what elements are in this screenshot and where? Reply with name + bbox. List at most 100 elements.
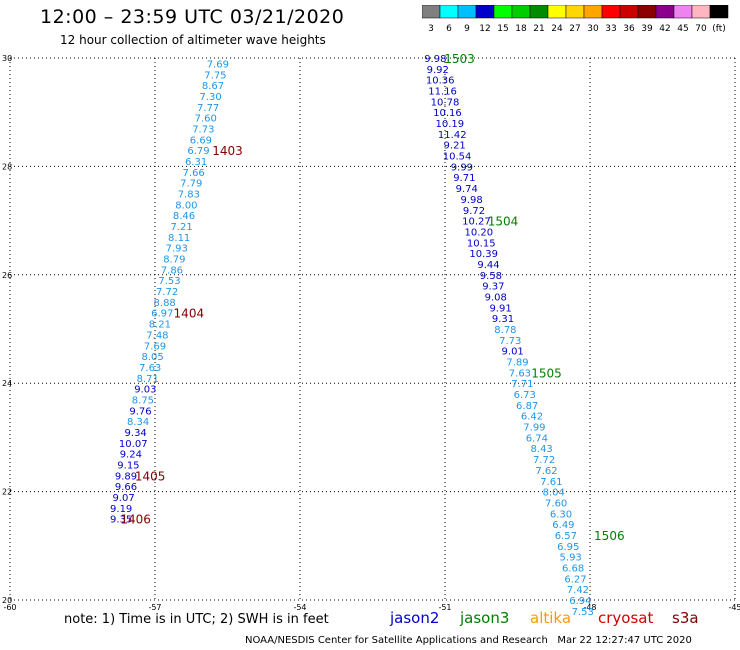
pass-label: 1405 <box>135 469 166 483</box>
data-point-label: 9.15 <box>117 461 139 472</box>
data-point-label: 6.30 <box>550 509 572 520</box>
data-point-label: 6.94 <box>569 596 591 607</box>
data-point-label: 6.87 <box>516 401 538 412</box>
data-point-label: 8.43 <box>531 444 553 455</box>
data-point-label: 9.74 <box>456 184 478 195</box>
scale-swatch <box>709 5 729 19</box>
data-point-label: 7.21 <box>170 222 192 233</box>
data-point-label: 7.71 <box>511 379 533 390</box>
data-point-label: 9.76 <box>129 406 151 417</box>
data-point-label: 7.69 <box>207 59 229 70</box>
legend-s3a: s3a <box>672 609 699 627</box>
data-point-label: 9.66 <box>115 482 137 493</box>
data-point-label: 7.48 <box>146 330 168 341</box>
data-point-label: 8.75 <box>132 395 154 406</box>
data-point-label: 7.72 <box>156 287 178 298</box>
data-point-label: 10.16 <box>433 108 462 119</box>
data-point-label: 7.62 <box>535 466 557 477</box>
data-point-label: 9.03 <box>134 385 156 396</box>
scale-label: 24 <box>551 24 563 34</box>
data-point-label: 10.27 <box>462 217 491 228</box>
scale-label: 6 <box>446 24 452 34</box>
data-point-label: 9.44 <box>477 260 499 271</box>
data-point-label: 7.61 <box>540 477 562 488</box>
data-point-label: 7.99 <box>523 423 545 434</box>
y-tick-label: 30 <box>2 54 12 63</box>
x-tick-label: -45 <box>728 603 740 612</box>
data-point-label: 7.63 <box>509 368 531 379</box>
data-point-label: 10.36 <box>426 76 455 87</box>
data-point-label: 6.74 <box>526 433 548 444</box>
pass-label: 1404 <box>174 307 205 321</box>
data-point-label: 9.99 <box>451 162 473 173</box>
data-point-label: 7.30 <box>199 92 221 103</box>
y-tick-label: 24 <box>2 379 12 388</box>
data-point-label: 7.69 <box>144 341 166 352</box>
legend-cryosat: cryosat <box>598 609 654 627</box>
data-point-label: 9.89 <box>115 471 137 482</box>
data-point-label: 7.73 <box>499 336 521 347</box>
data-point-label: 9.08 <box>485 292 507 303</box>
scale-label: 18 <box>515 24 527 34</box>
data-point-label: 7.83 <box>178 190 200 201</box>
data-point-label: 6.27 <box>564 574 586 585</box>
scale-label: 70 <box>695 24 707 34</box>
data-point-label: 8.78 <box>494 325 516 336</box>
y-tick-label: 22 <box>2 488 12 497</box>
scale-label: 3 <box>428 24 434 34</box>
scale-label: 9 <box>464 24 470 34</box>
data-point-label: 7.42 <box>567 585 589 596</box>
scale-label: 27 <box>569 24 580 34</box>
data-point-label: 7.66 <box>183 168 205 179</box>
data-point-label: 6.57 <box>555 531 577 542</box>
data-point-label: 9.98 <box>460 195 482 206</box>
data-point-label: 7.86 <box>161 265 183 276</box>
data-point-label: 7.77 <box>197 103 219 114</box>
data-point-label: 11.42 <box>438 130 467 141</box>
scale-label: 33 <box>605 24 616 34</box>
data-point-label: 9.21 <box>444 141 466 152</box>
scale-label: 45 <box>677 24 688 34</box>
data-point-label: 8.00 <box>175 200 197 211</box>
data-point-label: 10.78 <box>431 97 460 108</box>
legend-altika: altika <box>530 609 572 627</box>
pass-label: 1503 <box>444 52 475 66</box>
data-point-label: 8.79 <box>163 255 185 266</box>
data-point-label: 6.31 <box>185 157 207 168</box>
data-point-label: 8.71 <box>137 374 159 385</box>
data-point-label: 9.35 <box>110 515 132 526</box>
footer-credit: NOAA/NESDIS Center for Satellite Applica… <box>245 635 692 646</box>
chart-title: 12:00 – 23:59 UTC 03/21/2020 <box>40 6 345 28</box>
data-point-label: 10.07 <box>119 439 148 450</box>
data-point-label: 9.37 <box>482 282 504 293</box>
x-tick-label: -51 <box>438 603 451 612</box>
pass-label: 1506 <box>594 529 625 543</box>
scale-label: 42 <box>659 24 670 34</box>
data-point-label: 6.95 <box>557 542 579 553</box>
scale-label: 39 <box>641 24 653 34</box>
scale-label: 15 <box>497 24 508 34</box>
data-point-label: 9.34 <box>125 428 147 439</box>
data-point-label: 7.89 <box>506 358 528 369</box>
data-point-label: 5.93 <box>560 553 582 564</box>
data-point-label: 8.67 <box>202 81 224 92</box>
data-point-label: 8.88 <box>154 298 176 309</box>
data-point-label: 9.92 <box>427 65 449 76</box>
data-point-label: 9.71 <box>453 173 475 184</box>
pass-label: 1504 <box>488 215 519 229</box>
data-point-label: 7.53 <box>158 276 180 287</box>
data-point-label: 9.19 <box>110 504 132 515</box>
color-scale: 3 6 9 12 15 18 21 24 27 30 33 36 39 42 45 70 (ft) <box>422 5 729 34</box>
data-point-label: 9.01 <box>502 347 524 358</box>
scale-label: 30 <box>587 24 599 34</box>
data-point-label: 7.75 <box>204 70 226 81</box>
data-point-label: 9.98 <box>424 54 446 65</box>
y-tick-label: 20 <box>2 596 12 605</box>
data-point-label: 10.20 <box>465 227 494 238</box>
data-point-label: 10.15 <box>467 238 496 249</box>
data-point-label: 8.05 <box>141 352 163 363</box>
data-point-label: 10.19 <box>436 119 465 130</box>
data-point-label: 8.46 <box>173 211 195 222</box>
data-point-label: 7.72 <box>533 455 555 466</box>
